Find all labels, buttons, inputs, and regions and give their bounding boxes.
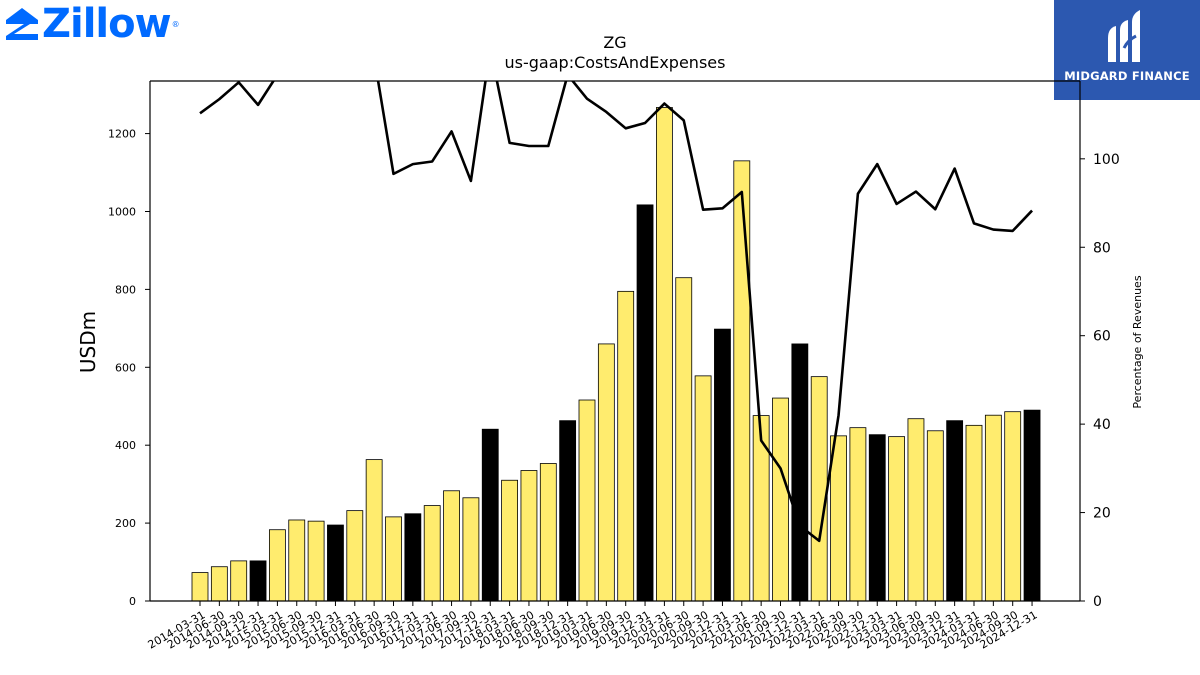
y2-tick-label: 100 [1093,152,1120,168]
bar-2019-09-30 [617,290,635,602]
bar-2024-09-30 [1004,411,1022,602]
y-tick-label: 400 [115,439,136,452]
bar-2023-09-30 [926,430,944,602]
chart-subtitle: us-gaap:CostsAndExpenses [505,53,726,72]
bar-2023-12-31 [946,420,964,602]
y2-axis-label: Percentage of Revenues [1131,275,1144,408]
bar-2019-03-31 [578,399,596,602]
bar-2016-09-30 [385,516,402,602]
bar-2021-06-30 [752,415,770,602]
y2-tick-label: 20 [1093,506,1111,522]
registered-mark: ® [171,19,180,29]
bar-2020-03-31 [656,107,673,602]
line-series-percentage [199,81,1033,543]
bar-2020-12-31 [714,328,731,602]
y2-tick-label: 60 [1093,329,1111,345]
bar-2014-12-31 [249,560,267,602]
bar-2015-06-30 [288,519,306,602]
y-tick-label: 0 [129,595,136,608]
bar-2020-06-30 [675,277,693,602]
bar-2022-03-31 [810,376,828,602]
bar-2017-12-31 [481,428,499,602]
bar-2019-12-31 [636,204,654,602]
bar-2018-09-30 [539,463,557,602]
bar-2022-12-31 [868,434,886,602]
bar-2021-03-31 [733,160,751,602]
y-tick-label: 600 [115,361,136,374]
y-axis-label: USDm [76,311,100,373]
bar-2016-03-31 [346,510,364,602]
bar-2016-12-31 [404,513,422,602]
bar-2014-06-30 [210,566,228,602]
bar-2024-06-30 [984,414,1002,602]
bar-2017-03-31 [423,505,441,602]
bar-2022-09-30 [849,427,867,602]
bar-2015-12-31 [327,524,344,602]
bar-group [191,107,1041,602]
bar-2017-06-30 [443,490,460,602]
y2-tick-label: 0 [1093,594,1102,610]
midgard-finance-logo: MIDGARD FINANCE [1054,0,1200,100]
bar-2018-03-31 [501,479,519,602]
bar-2021-12-31 [791,343,809,602]
zillow-house-icon [6,8,38,40]
y-tick-label: 1200 [108,128,136,141]
bar-2016-06-30 [365,459,383,602]
bar-2019-06-30 [597,343,615,602]
bar-2017-09-30 [462,497,480,602]
y2-tick-label: 80 [1093,240,1111,256]
midgard-brand-text: MIDGARD FINANCE [1064,69,1190,83]
y-tick-label: 200 [115,517,136,530]
bar-2014-03-31 [191,572,209,602]
y-tick-label: 800 [115,283,136,296]
bar-2015-03-31 [268,529,286,602]
bar-2014-09-30 [230,560,248,602]
bar-2022-06-30 [830,435,847,602]
bar-2023-06-30 [907,418,925,602]
midgard-emblem-icon [1108,10,1140,62]
y2-tick-label: 40 [1093,417,1111,433]
bar-2024-03-31 [965,424,983,602]
line-group [199,81,1033,543]
zillow-wordmark: Zillow [42,1,172,47]
axes-group: 0200400600800100012000204060801002014-03… [108,80,1120,652]
y-tick-label: 1000 [108,205,136,218]
zillow-logo: Zillow ® [4,4,180,44]
bar-2024-12-31 [1023,409,1041,602]
bar-2021-09-30 [772,397,789,602]
bar-2020-09-30 [694,375,712,602]
bar-2023-03-31 [888,436,905,602]
chart-title: ZG [603,33,626,52]
bar-2018-12-31 [559,420,577,602]
bar-2018-06-30 [520,470,538,602]
bar-2015-09-30 [307,520,325,602]
